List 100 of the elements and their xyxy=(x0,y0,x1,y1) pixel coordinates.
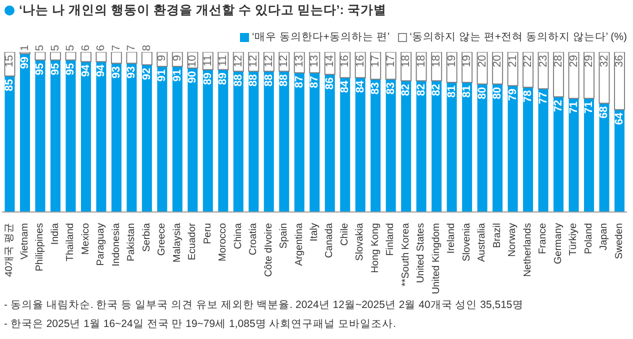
data-label: 7 xyxy=(126,44,138,51)
bar xyxy=(492,84,503,212)
bar xyxy=(80,52,92,62)
data-label: 91 xyxy=(171,69,184,82)
data-label: 81 xyxy=(446,85,458,98)
bar xyxy=(80,62,91,212)
x-tick-label: Paraguay xyxy=(96,223,107,266)
bar xyxy=(20,54,30,212)
data-label: 12 xyxy=(248,55,260,68)
data-label: 16 xyxy=(339,55,352,68)
data-label: 11 xyxy=(217,55,230,66)
x-tick-label: Japan xyxy=(598,223,610,250)
bar xyxy=(142,64,152,212)
x-tick-label: Pakistan xyxy=(126,223,138,262)
data-label: 22 xyxy=(522,55,534,68)
data-label: 32 xyxy=(598,55,610,68)
x-tick-label: China xyxy=(232,222,244,250)
bar xyxy=(34,52,46,60)
x-tick-label: Netherlands xyxy=(522,223,534,277)
bar xyxy=(96,62,106,212)
bar xyxy=(50,60,60,212)
data-label: 86 xyxy=(324,77,336,90)
data-label: 88 xyxy=(248,74,260,86)
bar xyxy=(386,79,396,212)
bar xyxy=(598,52,610,104)
data-label: 9 xyxy=(156,55,168,62)
bar xyxy=(553,52,564,98)
bar xyxy=(462,82,472,212)
data-label: 85 xyxy=(4,79,16,92)
legend-label: ‘매우 동의한다+동의하는 편’ xyxy=(252,30,390,44)
bar xyxy=(264,71,274,212)
bar xyxy=(432,80,442,212)
x-tick-label: Malaysia xyxy=(172,222,183,262)
data-label: 94 xyxy=(80,64,92,77)
data-label: 82 xyxy=(415,84,428,96)
x-tick-label: Mexico xyxy=(80,222,92,255)
data-label: 18 xyxy=(430,55,443,68)
data-label: 12 xyxy=(262,55,275,68)
bar xyxy=(446,82,457,212)
x-tick-label: Poland xyxy=(583,223,594,254)
data-label: 15 xyxy=(4,55,16,68)
chart-title: ‘나는 나 개인의 행동이 환경을 개선할 수 있다고 믿는다’: 국가별 xyxy=(19,2,386,19)
data-label: 71 xyxy=(568,101,580,114)
bar xyxy=(4,76,15,212)
data-label: 87 xyxy=(293,76,306,88)
bar xyxy=(218,70,228,212)
data-label: 18 xyxy=(400,55,412,68)
x-tick-label: United States xyxy=(416,223,427,284)
data-label: 80 xyxy=(476,87,488,100)
x-tick-label: Peru xyxy=(202,223,214,244)
bar xyxy=(355,78,366,212)
x-tick-label: Indonesia xyxy=(110,222,122,266)
data-label: 5 xyxy=(49,44,62,51)
bar xyxy=(294,72,304,212)
data-label: 14 xyxy=(324,55,336,68)
data-label: 83 xyxy=(384,82,397,94)
bar xyxy=(554,96,564,212)
data-label: 99 xyxy=(18,56,31,69)
x-tick-label: Italy xyxy=(309,223,320,242)
bar xyxy=(50,52,61,60)
x-tick-label: France xyxy=(538,222,549,254)
bar xyxy=(157,66,168,212)
data-label: 91 xyxy=(156,69,168,82)
data-label: 94 xyxy=(95,64,108,77)
x-tick-label: 40개국 평균 xyxy=(4,223,16,277)
bar xyxy=(202,70,213,212)
data-label: 29 xyxy=(568,55,580,68)
data-label: 21 xyxy=(506,55,519,68)
x-tick-label: Australia xyxy=(476,222,488,262)
bar xyxy=(66,60,76,212)
bar xyxy=(370,79,381,212)
data-label: 87 xyxy=(308,76,321,88)
data-label: 89 xyxy=(217,72,230,85)
data-label: 29 xyxy=(583,55,596,68)
x-tick-label: Spain xyxy=(278,223,290,249)
x-tick-label: Côte dIvoire xyxy=(263,222,274,277)
x-tick-label: Thailand xyxy=(65,223,76,262)
x-tick-label: Slovenia xyxy=(461,222,472,262)
data-label: 8 xyxy=(140,44,153,51)
data-label: 83 xyxy=(370,82,382,94)
data-label: 12 xyxy=(232,55,244,68)
data-label: 88 xyxy=(262,74,275,86)
data-label: 19 xyxy=(461,55,474,68)
bar xyxy=(233,71,244,212)
data-label: 82 xyxy=(430,84,443,96)
data-label: 13 xyxy=(293,55,306,68)
data-label: 72 xyxy=(552,100,565,112)
data-label: 95 xyxy=(34,63,46,76)
bar xyxy=(599,103,610,212)
data-label: 77 xyxy=(537,92,550,104)
bar xyxy=(126,63,137,212)
data-label: 10 xyxy=(186,55,199,68)
data-label: 88 xyxy=(232,74,244,86)
data-label: 17 xyxy=(370,55,382,68)
x-tick-label: Brazil xyxy=(492,223,503,248)
data-label: 28 xyxy=(552,55,565,68)
bar xyxy=(584,98,594,212)
x-tick-label: Norway xyxy=(507,223,518,257)
x-tick-label: Croatia xyxy=(248,222,260,256)
x-tick-label: Vietnam xyxy=(19,223,30,260)
